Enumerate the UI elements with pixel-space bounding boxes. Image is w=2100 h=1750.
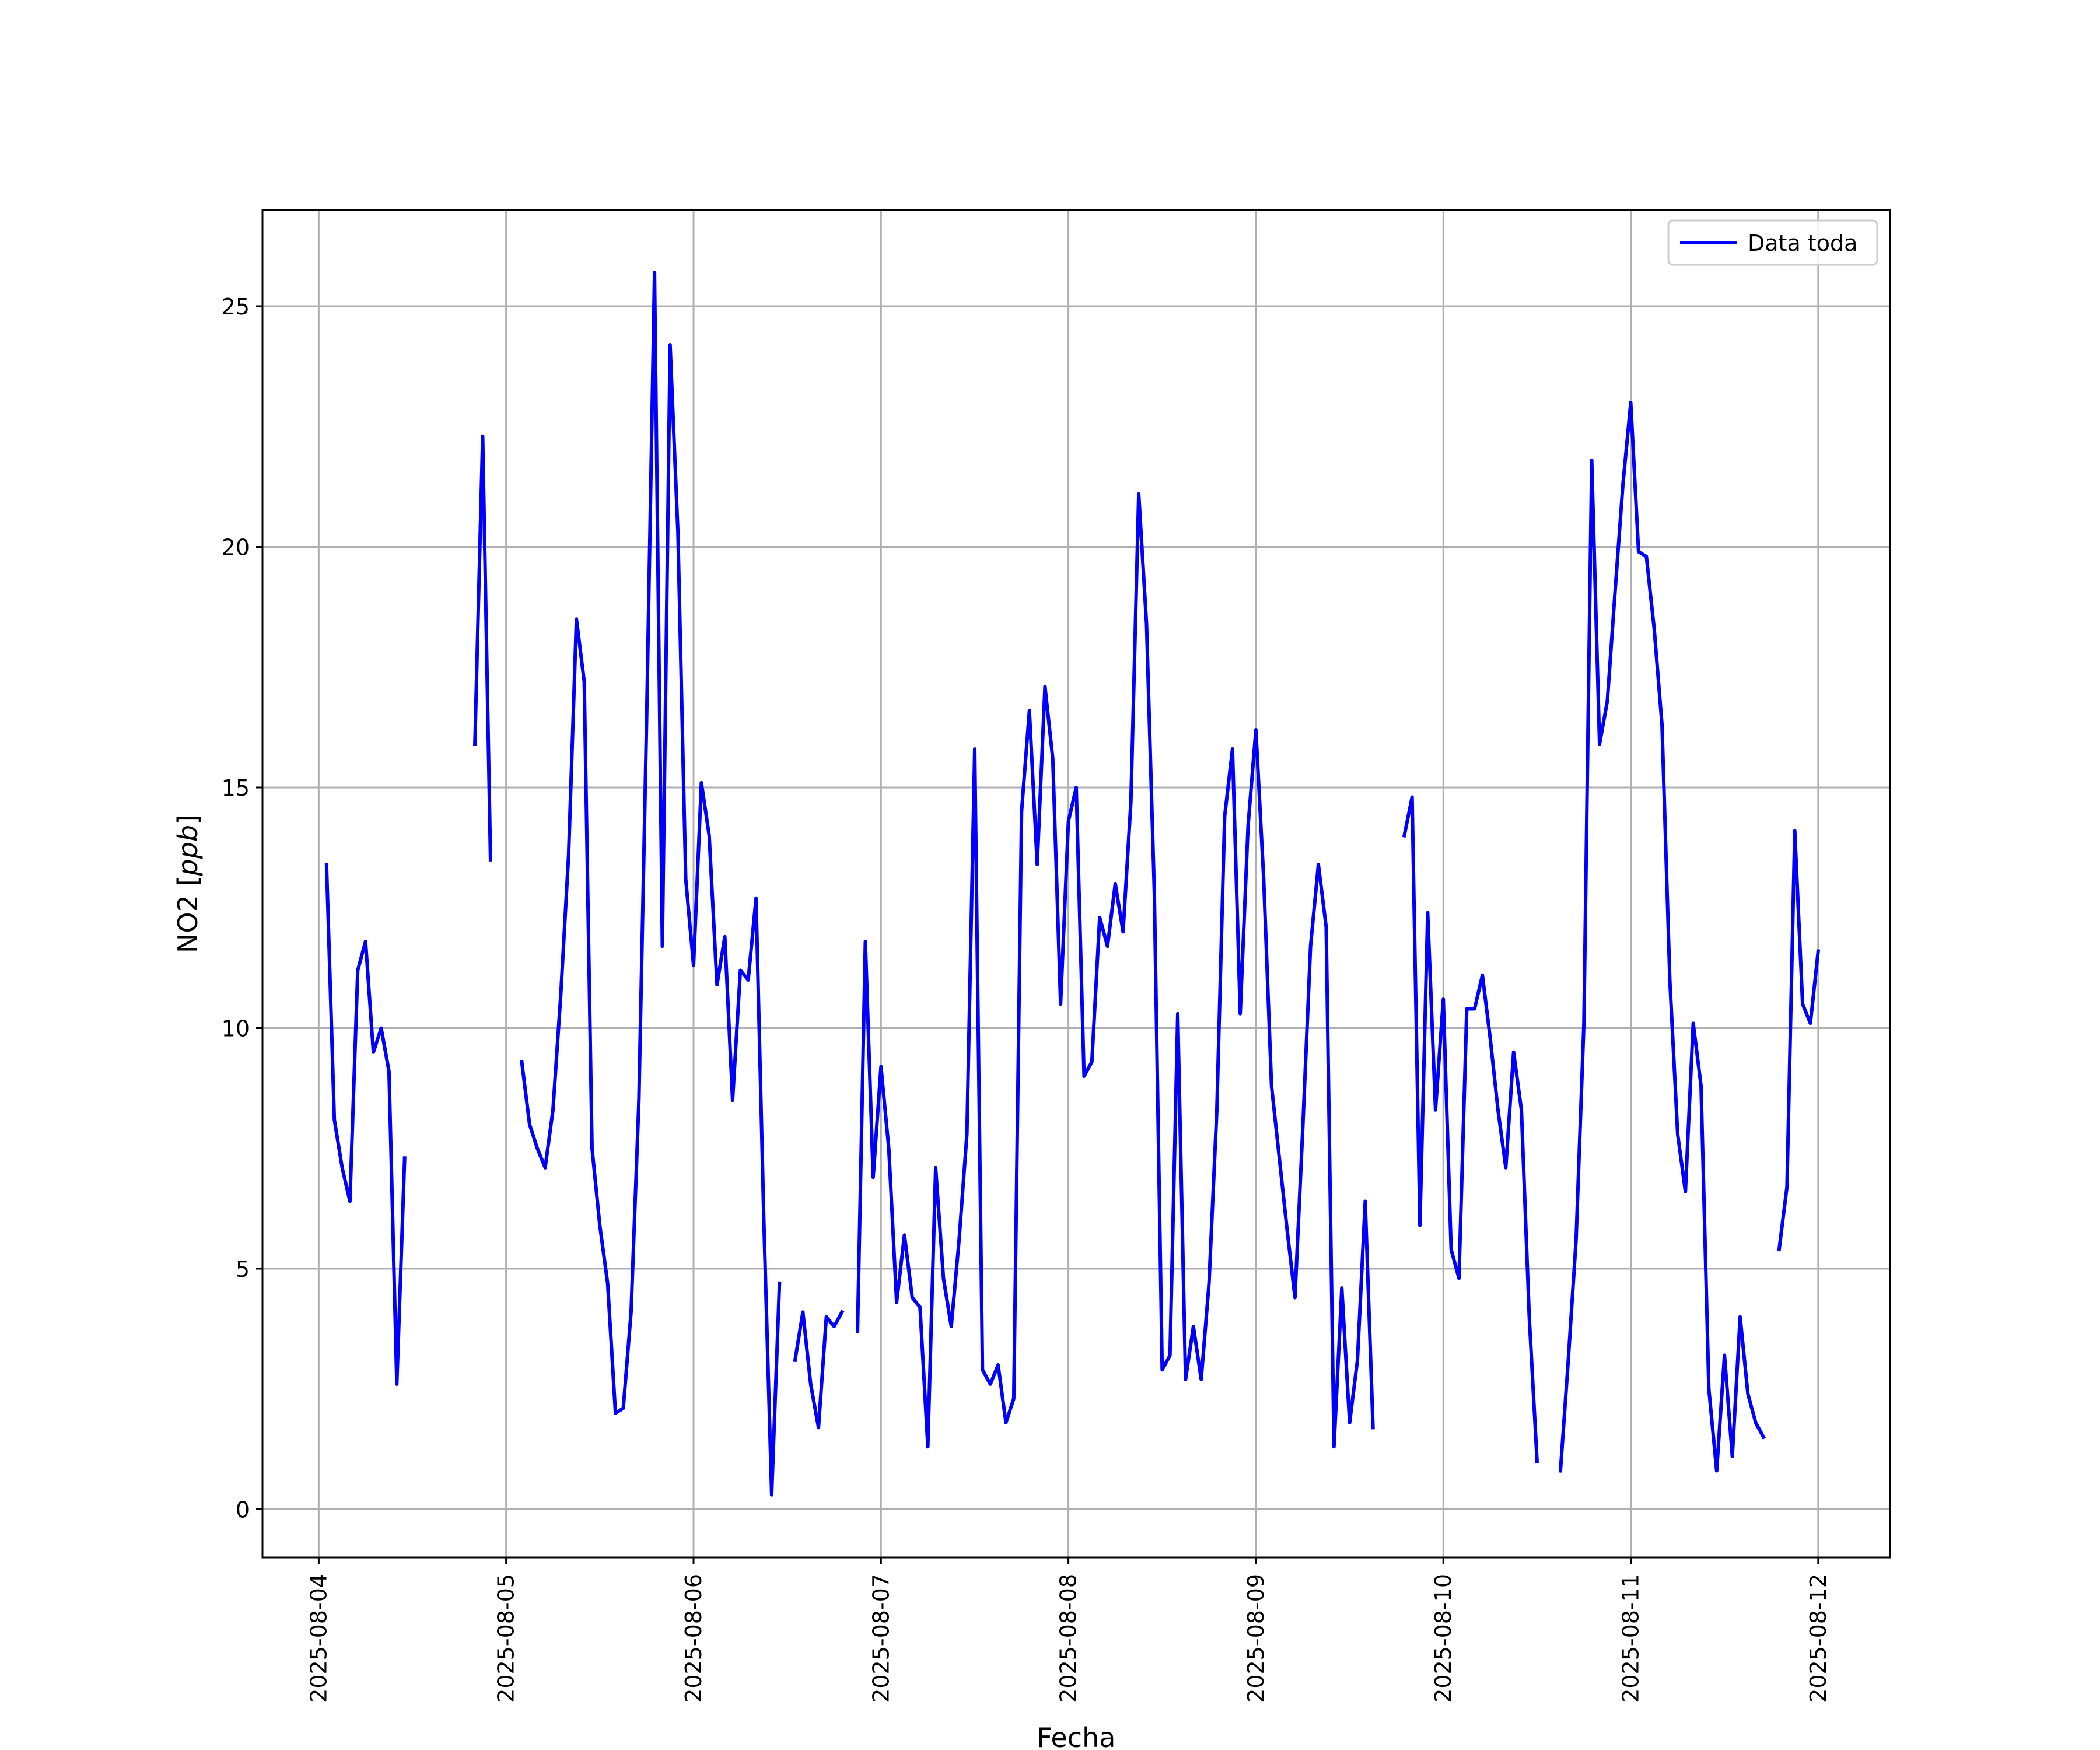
y-axis-label-name: NO2 [	[172, 876, 204, 953]
x-tick-label: 2025-08-04	[306, 1574, 331, 1703]
x-tick-label: 2025-08-08	[1056, 1574, 1082, 1703]
legend-box	[1667, 219, 1878, 266]
series-line-segment	[1402, 795, 1539, 1464]
y-axis-label-close: ]	[172, 814, 204, 825]
series-line-segment	[473, 434, 492, 862]
x-axis-label: Fecha	[1037, 1722, 1116, 1750]
legend: Data toda	[1667, 219, 1878, 266]
y-tick-label: 25	[222, 294, 250, 320]
y-axis-label-unit: ppb	[172, 825, 204, 877]
x-tick-label: 2025-08-12	[1805, 1574, 1831, 1703]
series-line-segment	[856, 492, 1375, 1449]
x-tick-label: 2025-08-07	[868, 1574, 894, 1703]
x-tick-label: 2025-08-09	[1243, 1574, 1269, 1703]
y-tick-label: 10	[222, 1016, 250, 1042]
series-line-segment	[1558, 401, 1766, 1473]
y-tick-label: 20	[222, 535, 250, 561]
series-line-segment	[520, 271, 782, 1497]
y-axis-label: NO2 [ppb]	[172, 814, 204, 953]
x-tick-label: 2025-08-10	[1430, 1574, 1456, 1703]
plot-frame	[261, 209, 1891, 1559]
series-line-segment	[1777, 829, 1821, 1252]
legend-label: Data toda	[1748, 230, 1857, 256]
series-line-segment	[793, 1310, 845, 1430]
y-tick-label: 15	[222, 775, 250, 801]
series-layer	[324, 271, 1821, 1497]
y-tick-label: 0	[236, 1497, 250, 1523]
ticks: 2025-08-04 2025-08-05 2025-08-06 2025-08-07…	[222, 294, 1831, 1703]
series-line-segment	[324, 862, 407, 1386]
x-tick-label: 2025-08-05	[494, 1574, 519, 1703]
x-tick-label: 2025-08-11	[1618, 1574, 1644, 1703]
x-tick-label: 2025-08-06	[681, 1574, 706, 1703]
y-tick-label: 5	[236, 1256, 250, 1282]
